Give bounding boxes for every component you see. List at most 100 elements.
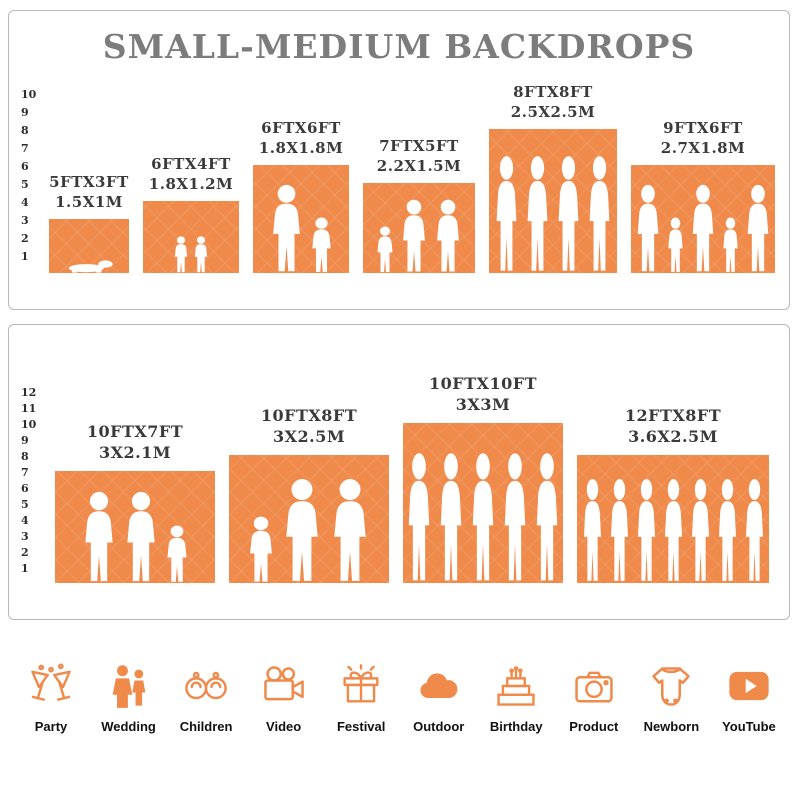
size-feet-label: 10FTX10FT [429, 374, 537, 394]
person-silhouette [691, 479, 709, 581]
size-meters-label: 1.8X1.2M [148, 174, 234, 193]
category-item-product: Product [559, 662, 629, 734]
backdrop-size-label: 8FTX8FT 2.5X2.5M [511, 83, 595, 122]
category-label: Wedding [101, 719, 156, 734]
people-silhouettes [49, 260, 129, 273]
category-item-birthday: Birthday [481, 662, 551, 734]
category-label: YouTube [722, 719, 776, 734]
category-icons-row: Party Wedding Children Video Festival Outdoor… [16, 662, 784, 734]
backdrop-bar [631, 165, 775, 273]
backdrop-item: 7FTX5FT 2.2X1.5M [363, 137, 475, 273]
size-meters-label: 1.5X1M [55, 192, 123, 211]
category-label: Video [266, 719, 302, 734]
person-silhouette [472, 453, 494, 581]
ruler-number: 3 [21, 214, 29, 227]
category-label: Birthday [489, 719, 543, 734]
backdrop-item: 10FTX10FT 3X3M [403, 374, 563, 583]
top-panel: SMALL-MEDIUM BACKDROPS 1 2 3 4 5 6 7 8 9 10 5FTX3F… [8, 10, 790, 310]
outdoor-icon [415, 662, 463, 710]
size-meters-label: 3.6X2.5M [628, 427, 718, 447]
backdrop-item: 10FTX7FT 3X2.1M [55, 422, 215, 583]
backdrop-item: 6FTX6FT 1.8X1.8M [253, 119, 349, 273]
person-silhouette [745, 479, 763, 581]
backdrop-size-label: 6FTX6FT 1.8X1.8M [259, 119, 343, 158]
backdrop-item: 12FTX8FT 3.6X2.5M [577, 406, 769, 583]
backdrop-item: 10FTX8FT 3X2.5M [229, 406, 389, 583]
backdrop-size-label: 10FTX7FT 3X2.1M [87, 422, 183, 464]
person-silhouette [174, 236, 188, 273]
category-item-party: Party [16, 662, 86, 734]
ruler-number: 12 [21, 386, 37, 399]
people-silhouettes [577, 478, 769, 583]
category-item-video: Video [249, 662, 319, 734]
people-silhouettes [55, 491, 215, 583]
people-silhouettes [489, 155, 617, 273]
category-label: Party [34, 719, 68, 734]
category-item-outdoor: Outdoor [404, 662, 474, 734]
wedding-icon [105, 662, 153, 710]
medium-large-chart: 1 2 3 4 5 6 7 8 9 10 11 12 10FTX7FT 3X2.1M 10FTX8FT 3X2… [17, 374, 781, 583]
person-silhouette [312, 217, 331, 272]
backdrop-item: 6FTX4FT 1.8X1.2M [143, 155, 239, 273]
size-feet-label: 9FTX6FT [663, 119, 743, 137]
ruler-number: 5 [21, 498, 29, 511]
ruler-number: 6 [21, 482, 29, 495]
person-silhouette [377, 226, 393, 273]
category-label: Outdoor [413, 719, 465, 734]
person-silhouette [408, 453, 430, 581]
size-meters-label: 1.8X1.8M [258, 138, 344, 157]
person-silhouette [437, 199, 459, 272]
person-silhouette [668, 217, 683, 272]
height-ruler: 1 2 3 4 5 6 7 8 9 10 11 12 [21, 386, 41, 583]
ruler-number: 6 [21, 160, 29, 173]
backdrop-item: 5FTX3FT 1.5X1M [49, 173, 129, 273]
backdrop-size-label: 12FTX8FT 3.6X2.5M [625, 406, 721, 448]
ruler-number: 8 [21, 124, 29, 137]
backdrop-item: 8FTX8FT 2.5X2.5M [489, 83, 617, 273]
size-feet-label: 8FTX8FT [513, 83, 593, 101]
person-silhouette [558, 156, 579, 271]
ruler-number: 10 [21, 88, 37, 101]
backdrop-size-label: 5FTX3FT 1.5X1M [49, 173, 129, 212]
person-silhouette [334, 479, 366, 581]
video-icon [260, 662, 308, 710]
size-meters-label: 3X3M [455, 395, 511, 415]
category-item-festival: Festival [326, 662, 396, 734]
person-silhouette [664, 479, 682, 581]
category-item-wedding: Wedding [94, 662, 164, 734]
person-silhouette [496, 156, 517, 271]
people-silhouettes [631, 184, 775, 273]
person-silhouette [747, 184, 769, 272]
party-icon [27, 662, 75, 710]
person-silhouette [85, 491, 113, 582]
size-feet-label: 5FTX3FT [49, 173, 129, 191]
ruler-number: 5 [21, 178, 29, 191]
ruler-number: 2 [21, 232, 29, 245]
size-meters-label: 2.5X2.5M [510, 102, 596, 121]
person-silhouette [637, 184, 659, 272]
children-icon [182, 662, 230, 710]
product-icon [570, 662, 618, 710]
person-silhouette [403, 199, 425, 272]
person-silhouette [589, 156, 610, 271]
size-meters-label: 2.7X1.8M [660, 138, 746, 157]
person-silhouette [273, 184, 300, 272]
size-feet-label: 6FTX4FT [151, 155, 231, 173]
person-silhouette [167, 525, 187, 582]
backdrop-bar [403, 423, 563, 583]
backdrop-bar [229, 455, 389, 583]
person-silhouette [194, 236, 208, 273]
ruler-number: 4 [21, 196, 29, 209]
people-silhouettes [363, 199, 475, 273]
person-silhouette [250, 516, 272, 582]
backdrop-item: 9FTX6FT 2.7X1.8M [631, 119, 775, 273]
backdrop-bar [143, 201, 239, 273]
category-item-newborn: Newborn [636, 662, 706, 734]
backdrop-bar [55, 471, 215, 583]
size-feet-label: 10FTX8FT [260, 406, 358, 426]
backdrop-size-label: 9FTX6FT 2.7X1.8M [661, 119, 745, 158]
people-silhouettes [143, 236, 239, 273]
people-silhouettes [253, 184, 349, 273]
backdrop-size-label: 10FTX8FT 3X2.5M [261, 406, 357, 448]
festival-icon [337, 662, 385, 710]
